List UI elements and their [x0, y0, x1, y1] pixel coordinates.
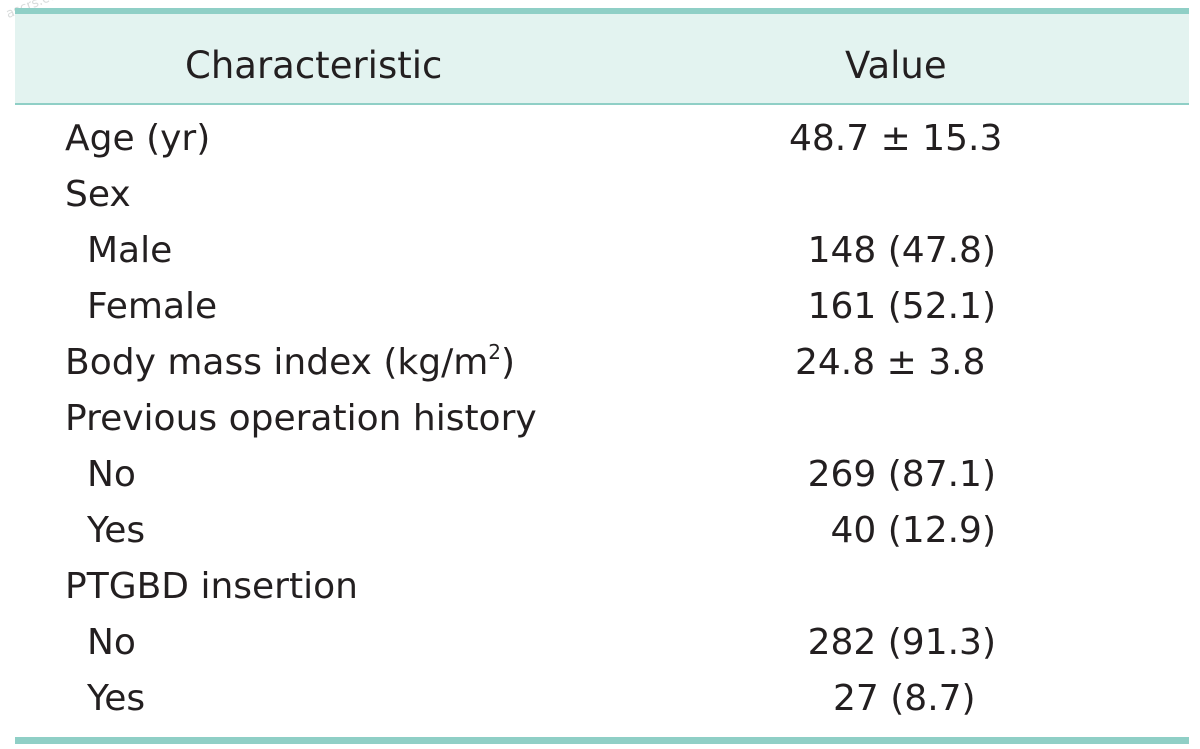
row-value: 48.7 ± 15.3 [789, 118, 1003, 159]
row-value: 269 (87.1) [807, 454, 996, 495]
row-label: No [87, 622, 136, 663]
row-label: Previous operation history [65, 398, 537, 439]
row-label: Sex [65, 174, 131, 215]
header-value: Value [845, 44, 947, 87]
table-row-previous-operation: Previous operation history [15, 391, 1189, 447]
table-row-ptgbd: PTGBD insertion [15, 559, 1189, 615]
header-rule [15, 103, 1189, 105]
top-rule [15, 8, 1189, 14]
table-header: Characteristic Value [15, 14, 1189, 104]
row-label: Yes [87, 678, 146, 719]
row-value: 24.8 ± 3.8 [795, 342, 986, 383]
row-value: 161 (52.1) [807, 286, 996, 327]
header-characteristic: Characteristic [185, 44, 443, 87]
table-row-prev-no: No 269 (87.1) [15, 447, 1189, 503]
row-value: 148 (47.8) [807, 230, 996, 271]
row-value: 27 (8.7) [833, 678, 976, 719]
row-value: 40 (12.9) [830, 510, 997, 551]
table-row-female: Female 161 (52.1) [15, 279, 1189, 335]
row-label: Age (yr) [65, 118, 211, 159]
bottom-rule [15, 737, 1189, 744]
characteristics-table: Characteristic Value Age (yr) 48.7 ± 15.… [15, 8, 1189, 745]
row-label: Female [87, 286, 218, 327]
row-label: Body mass index (kg/m2) [65, 340, 516, 383]
row-value: 282 (91.3) [807, 622, 996, 663]
row-label: Male [87, 230, 173, 271]
table-row-male: Male 148 (47.8) [15, 223, 1189, 279]
table-row-ptgbd-no: No 282 (91.3) [15, 615, 1189, 671]
table-row-sex: Sex [15, 167, 1189, 223]
row-label: PTGBD insertion [65, 566, 358, 607]
row-label: No [87, 454, 136, 495]
row-label: Yes [87, 510, 146, 551]
table-row-bmi: Body mass index (kg/m2) 24.8 ± 3.8 [15, 335, 1189, 391]
table-row-prev-yes: Yes 40 (12.9) [15, 503, 1189, 559]
table-row-ptgbd-yes: Yes 27 (8.7) [15, 671, 1189, 727]
table-row-age: Age (yr) 48.7 ± 15.3 [15, 111, 1189, 167]
